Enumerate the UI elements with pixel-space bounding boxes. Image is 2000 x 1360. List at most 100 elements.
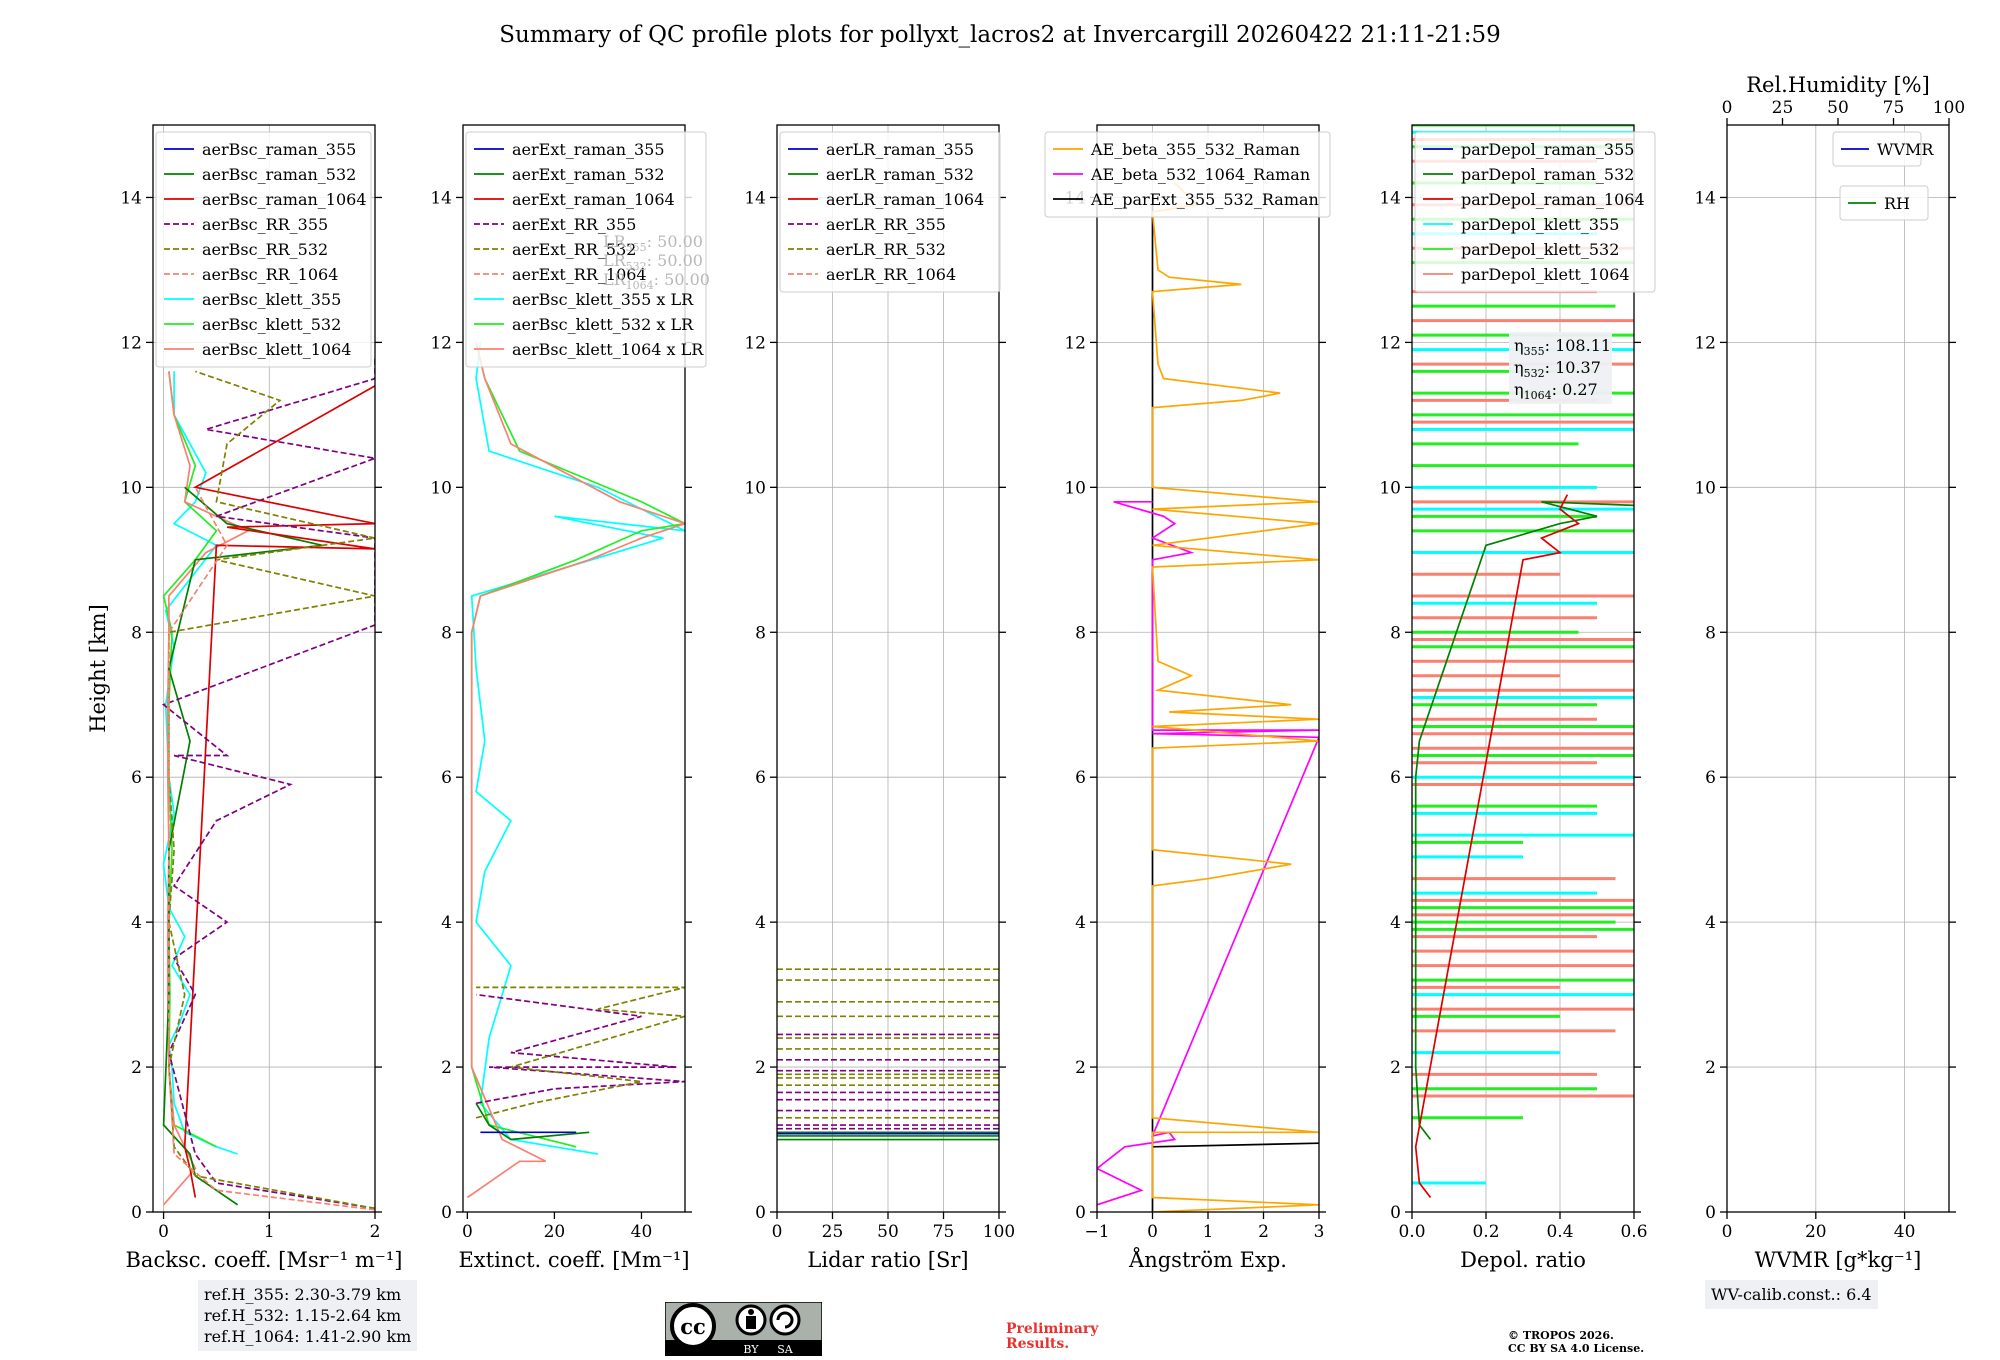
reference-height-box: ref.H_355: 2.30-3.79 km ref.H_532: 1.15-… bbox=[198, 1280, 418, 1351]
top-x-tick-label: 100 bbox=[1933, 98, 1965, 118]
eta-label: η532: 10.37 bbox=[1514, 358, 1601, 380]
ref-line-1064: ref.H_1064: 1.41-2.90 km bbox=[204, 1327, 412, 1346]
x-tick-label: −1 bbox=[1084, 1222, 1109, 1242]
legend-label: aerBsc_klett_532 bbox=[202, 315, 341, 334]
x-tick-label: 1 bbox=[264, 1222, 275, 1242]
y-tick-label: 6 bbox=[1705, 768, 1716, 788]
y-tick-label: 0 bbox=[1390, 1203, 1401, 1223]
cc-icon-text: cc bbox=[680, 1314, 706, 1339]
x-tick-label: 50 bbox=[877, 1222, 899, 1242]
cc-icon bbox=[670, 1303, 716, 1349]
x-axis-label: Depol. ratio bbox=[1460, 1248, 1586, 1272]
legend: AE_beta_355_532_Raman AE_beta_532_1064_Ra… bbox=[1044, 131, 1331, 218]
x-tick-label: 40 bbox=[631, 1222, 653, 1242]
legend-label: AE_beta_532_1064_Raman bbox=[1090, 165, 1310, 184]
y-tick-label: 6 bbox=[1075, 768, 1086, 788]
y-tick-label: 4 bbox=[441, 913, 452, 933]
wv-calib-box: WV-calib.const.: 6.4 bbox=[1705, 1280, 1878, 1309]
legend-label: aerLR_raman_532 bbox=[826, 165, 974, 184]
series-parDepol_raman_532 bbox=[1414, 500, 1634, 1141]
legend-label: aerBsc_raman_1064 bbox=[202, 190, 367, 209]
y-tick-label: 4 bbox=[755, 913, 766, 933]
series-aerExt_RR_355 bbox=[475, 993, 685, 1105]
y-tick-label: 0 bbox=[131, 1203, 142, 1223]
legend-label: parDepol_raman_532 bbox=[1461, 165, 1634, 184]
x-tick-label: 0 bbox=[772, 1222, 783, 1242]
legend-label: aerLR_RR_355 bbox=[826, 215, 946, 234]
legend-label: aerBsc_klett_355 x LR bbox=[512, 290, 694, 309]
legend-label: parDepol_klett_1064 bbox=[1461, 265, 1630, 284]
preliminary-line-1: Preliminary bbox=[1006, 1321, 1099, 1337]
legend-label: aerBsc_raman_532 bbox=[202, 165, 356, 184]
lr-label: LR1064: 50.00 bbox=[603, 270, 710, 292]
series-aerBsc_raman_1064 bbox=[183, 385, 375, 1198]
x-tick-label: 2 bbox=[1258, 1222, 1269, 1242]
plot-area bbox=[1412, 125, 1634, 1199]
copyright-note: © TROPOS 2026. CC BY SA 4.0 License. bbox=[1508, 1329, 1644, 1355]
y-tick-label: 4 bbox=[131, 913, 142, 933]
series-AE_parExt_355_532_Raman bbox=[1151, 197, 1319, 1212]
y-tick-label: 10 bbox=[120, 478, 142, 498]
legend-label: aerBsc_RR_532 bbox=[202, 240, 328, 259]
y-tick-label: 10 bbox=[744, 478, 766, 498]
legend-label: aerBsc_klett_355 bbox=[202, 290, 341, 309]
legend-box bbox=[155, 131, 372, 368]
legend-label: aerExt_raman_532 bbox=[512, 165, 665, 184]
x-tick-label: 3 bbox=[1314, 1222, 1325, 1242]
y-tick-label: 6 bbox=[441, 768, 452, 788]
y-tick-label: 12 bbox=[1694, 333, 1716, 353]
series-aerBsc_RR_355 bbox=[161, 356, 375, 1210]
x-tick-label: 0 bbox=[1147, 1222, 1158, 1242]
chart-panel-5: 0 2 4 6 8 10 12 14 0.0 0.2 0.4 0.6 Depol. ratio parDe… bbox=[1379, 124, 1656, 1272]
x-tick-label: 0.6 bbox=[1620, 1222, 1647, 1242]
plot-area bbox=[161, 356, 375, 1211]
top-x-tick-label: 25 bbox=[1772, 98, 1794, 118]
preliminary-note: Preliminary Results. bbox=[1006, 1322, 1098, 1352]
x-tick-label: 25 bbox=[822, 1222, 844, 1242]
legend-box bbox=[1839, 185, 1929, 221]
plot-area bbox=[466, 342, 685, 1199]
ref-line-532: ref.H_532: 1.15-2.64 km bbox=[204, 1306, 402, 1325]
top-x-tick-label: 75 bbox=[1883, 98, 1905, 118]
x-tick-label: 0.2 bbox=[1472, 1222, 1499, 1242]
legend-box bbox=[1414, 131, 1656, 293]
y-tick-label: 14 bbox=[430, 188, 452, 208]
legend-label: aerBsc_RR_1064 bbox=[202, 265, 338, 284]
legend-label: parDepol_raman_1064 bbox=[1461, 190, 1645, 209]
legend-label: aerLR_raman_1064 bbox=[826, 190, 984, 209]
y-tick-label: 2 bbox=[131, 1058, 142, 1078]
legend-label: aerLR_raman_355 bbox=[826, 140, 974, 159]
series-aerBsc_RR_1064 bbox=[168, 486, 375, 1211]
chart-panel-3: 0 2 4 6 8 10 12 14 0 25 50 75 100 Lidar ratio [Sr] aer… bbox=[744, 124, 1015, 1272]
cc-by-sa-badge: cc BY SA bbox=[665, 1302, 822, 1356]
plot-area bbox=[777, 968, 999, 1141]
legend-label: aerLR_RR_1064 bbox=[826, 265, 956, 284]
y-tick-label: 2 bbox=[755, 1058, 766, 1078]
x-tick-label: 2 bbox=[370, 1222, 381, 1242]
plot-frame bbox=[1411, 124, 1635, 1213]
legend-label: aerBsc_raman_355 bbox=[202, 140, 356, 159]
legend: aerBsc_raman_355 aerBsc_raman_532 aerBsc_r… bbox=[155, 131, 372, 368]
y-tick-label: 10 bbox=[1694, 478, 1716, 498]
eta-box bbox=[1509, 332, 1612, 404]
x-axis-label: Ångström Exp. bbox=[1128, 1247, 1287, 1272]
y-tick-label: 12 bbox=[120, 333, 142, 353]
sa-icon bbox=[769, 1304, 801, 1336]
by-label: BY bbox=[743, 1343, 759, 1356]
legend-label: RH bbox=[1884, 194, 1910, 213]
y-tick-label: 10 bbox=[430, 478, 452, 498]
y-tick-label: 14 bbox=[1694, 188, 1716, 208]
y-tick-label: 8 bbox=[755, 623, 766, 643]
y-tick-label: 4 bbox=[1390, 913, 1401, 933]
y-tick-label: 8 bbox=[1075, 623, 1086, 643]
series-aerBsc_klett_1064 x LR bbox=[466, 342, 685, 1199]
y-tick-label: 4 bbox=[1075, 913, 1086, 933]
top-x-tick-label: 0 bbox=[1722, 98, 1733, 118]
y-tick-label: 8 bbox=[1705, 623, 1716, 643]
x-tick-label: 75 bbox=[933, 1222, 955, 1242]
legend-label: aerBsc_klett_1064 bbox=[202, 340, 351, 359]
x-axis-label: Backsc. coeff. [Msr⁻¹ m⁻¹] bbox=[126, 1248, 403, 1272]
legend: WVMR RH bbox=[1832, 131, 1934, 221]
